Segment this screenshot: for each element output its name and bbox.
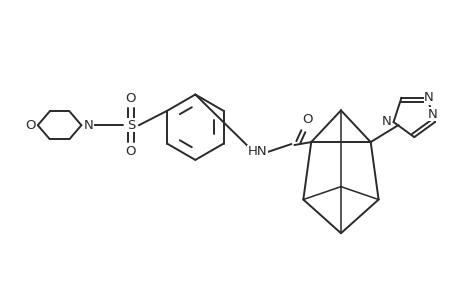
Text: N: N [423,91,433,104]
Text: S: S [127,119,135,132]
Text: HN: HN [247,146,267,158]
Text: N: N [83,119,93,132]
Text: O: O [125,92,136,105]
Text: O: O [26,119,36,132]
Text: N: N [427,108,437,121]
Text: O: O [125,146,136,158]
Text: O: O [302,113,312,126]
Text: N: N [381,115,391,128]
